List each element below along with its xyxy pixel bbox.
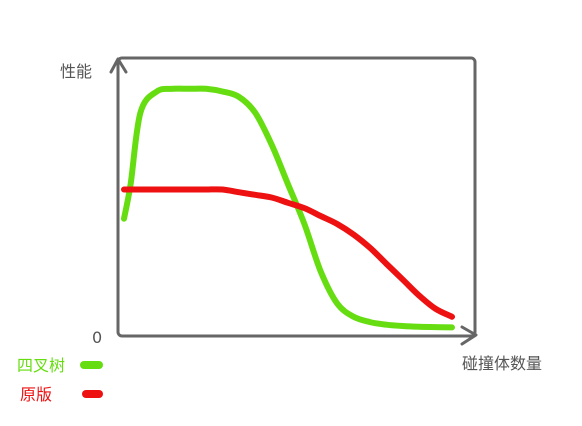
legend-label-original: 原版 <box>20 385 52 404</box>
legend-item-quadtree: 四叉树 <box>17 356 103 375</box>
legend-item-original: 原版 <box>20 385 103 404</box>
legend: 四叉树 原版 <box>17 356 103 404</box>
series-layer <box>121 85 455 331</box>
plot-frame <box>116 56 477 338</box>
origin-label: 0 <box>92 328 102 347</box>
y-axis-arrowhead <box>109 57 128 74</box>
legend-label-quadtree: 四叉树 <box>17 356 65 375</box>
x-axis-arrowhead <box>460 325 478 346</box>
series-line-original <box>121 186 455 320</box>
x-axis-label: 碰撞体数量 <box>462 354 542 373</box>
y-axis-label: 性能 <box>60 62 92 81</box>
series-line-quadtree <box>121 85 455 331</box>
